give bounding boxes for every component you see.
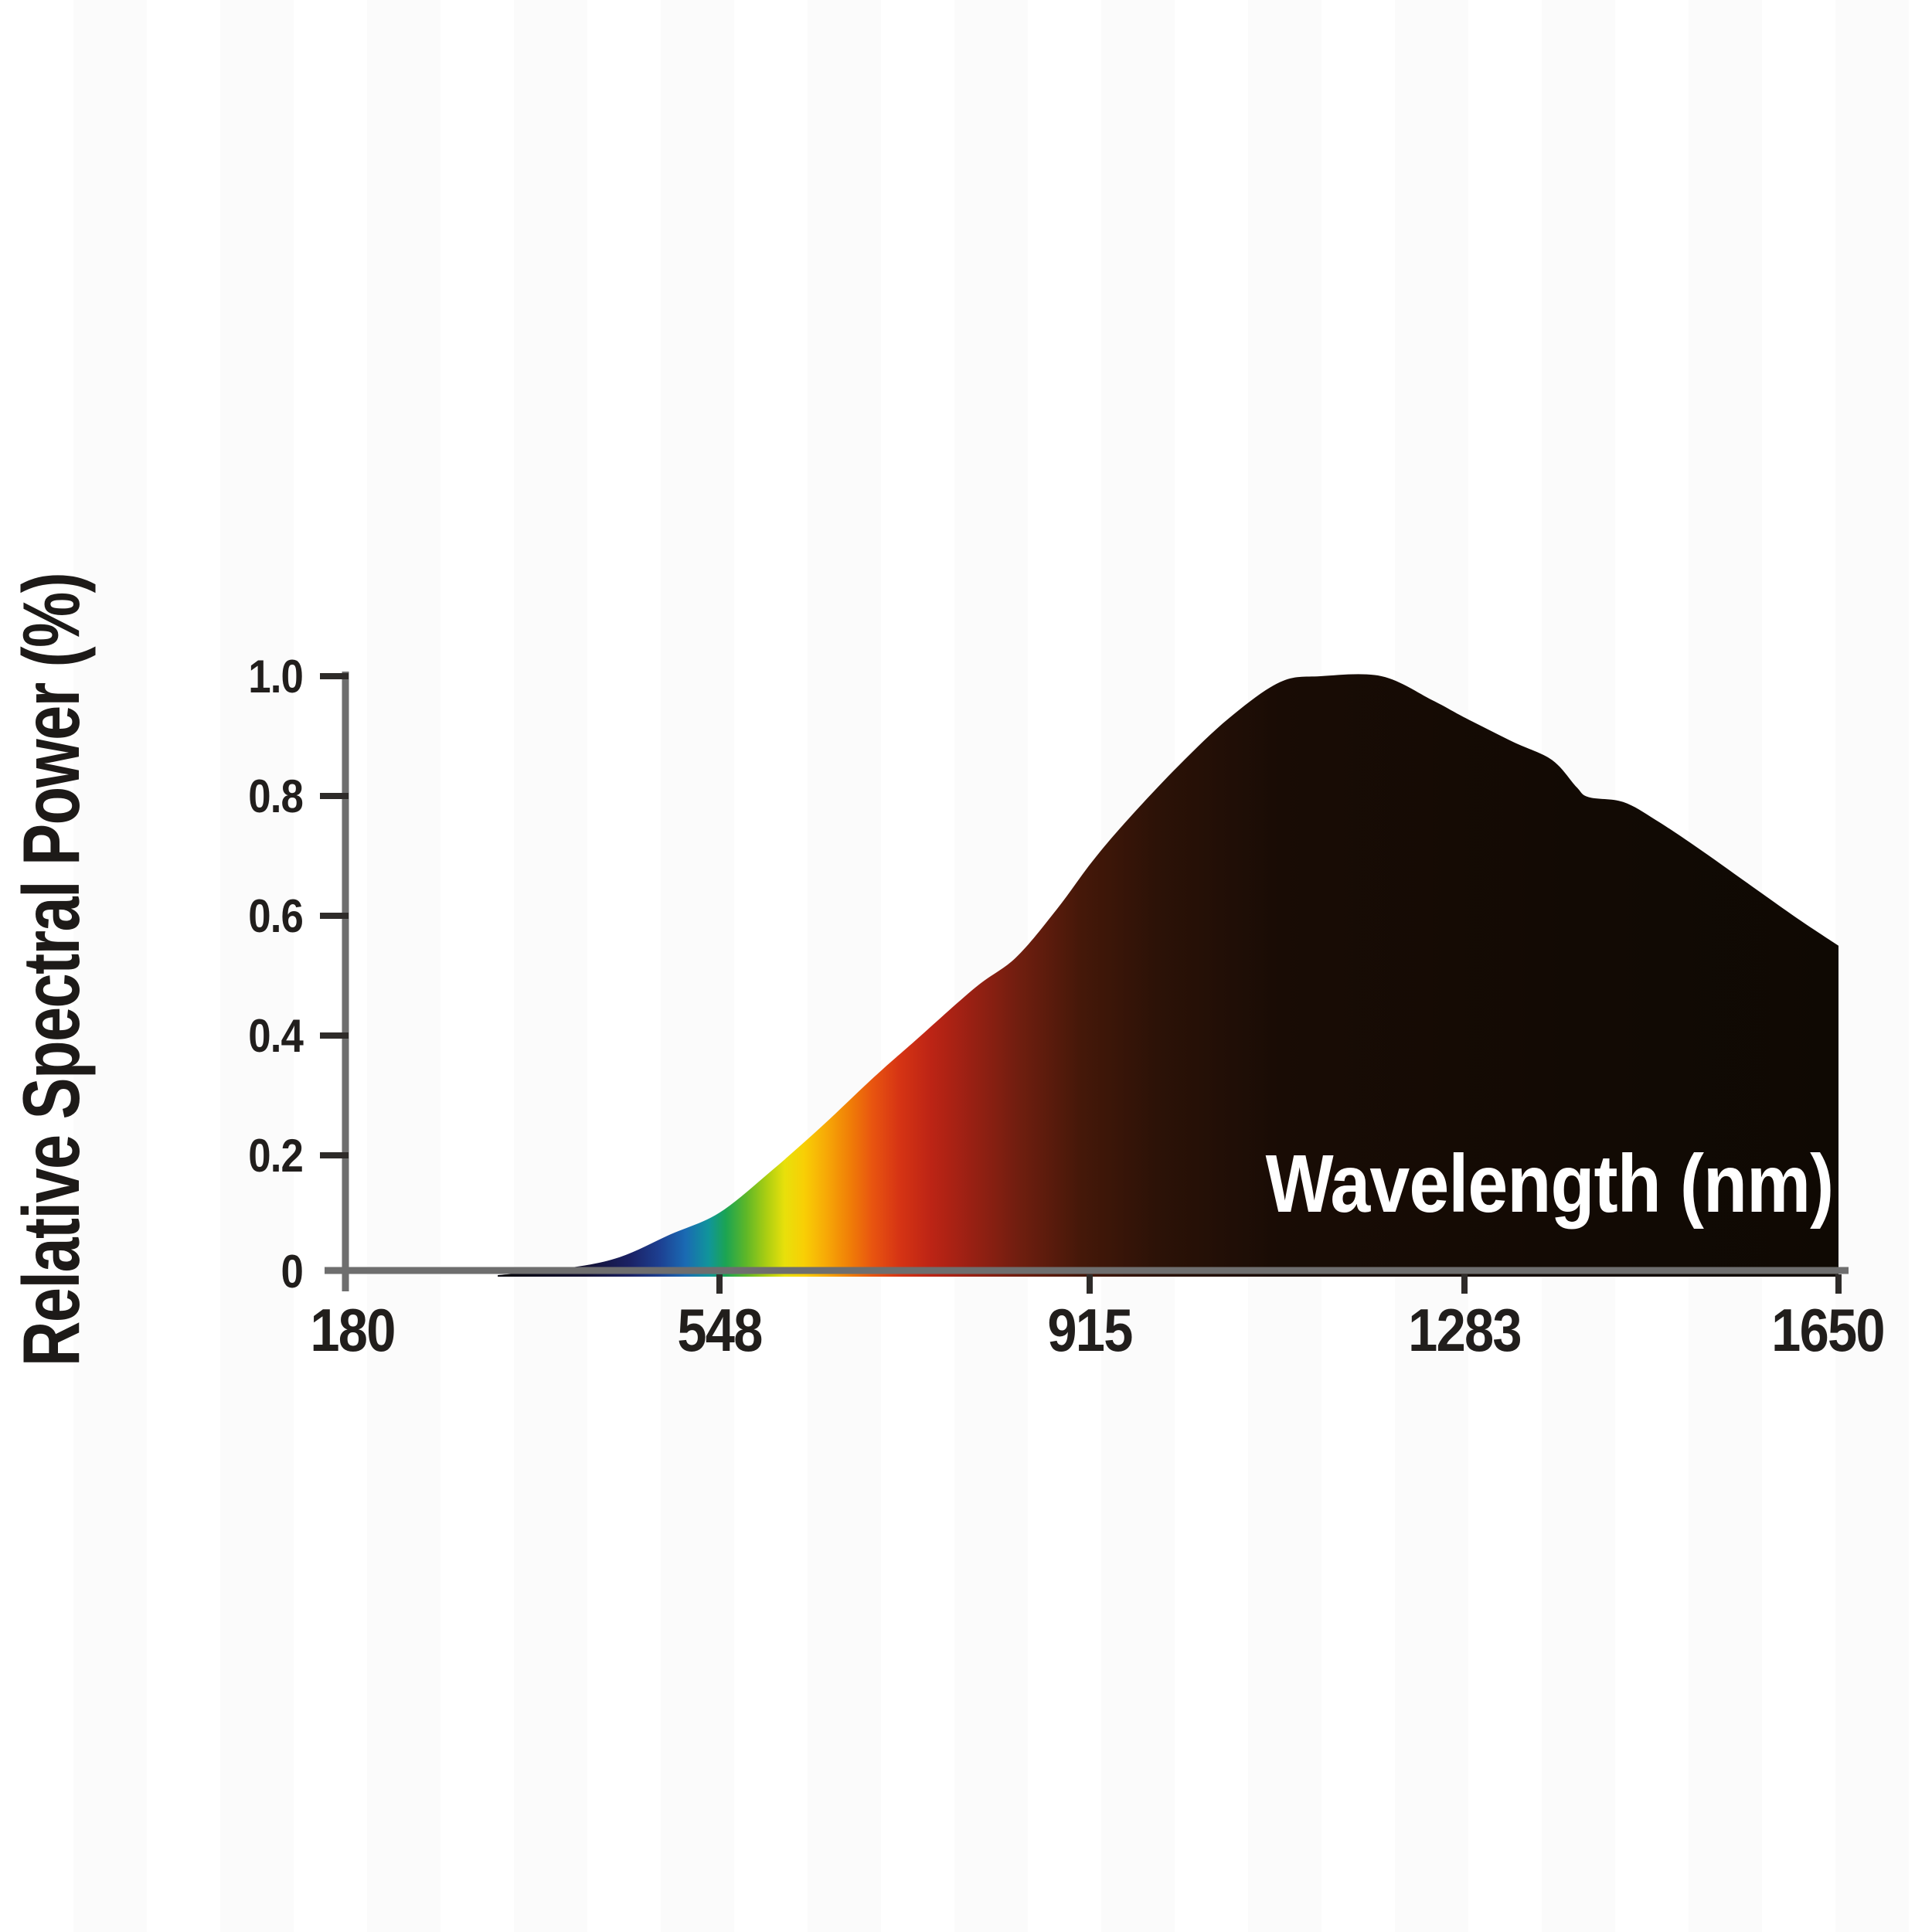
x-tick-label: 1283 [1408,1296,1521,1364]
y-tick-label: 0.2 [248,1130,303,1182]
spectrum-area [498,674,1838,1277]
x-tick-label: 548 [677,1296,761,1364]
x-tick-label: 915 [1047,1296,1131,1364]
y-tick-label: 0.8 [248,770,303,822]
y-axis-title: Relative Spectral Power (%) [6,573,96,1366]
x-axis-title: Wavelength (nm) [1266,1139,1834,1230]
x-tick-label: 1650 [1771,1296,1884,1364]
y-tick-label: 0.6 [248,890,303,942]
y-tick-label: 0 [281,1246,303,1298]
x-tick-label: 180 [310,1296,394,1364]
y-tick-label: 0.4 [248,1010,304,1062]
y-tick-label: 1.0 [248,651,303,702]
